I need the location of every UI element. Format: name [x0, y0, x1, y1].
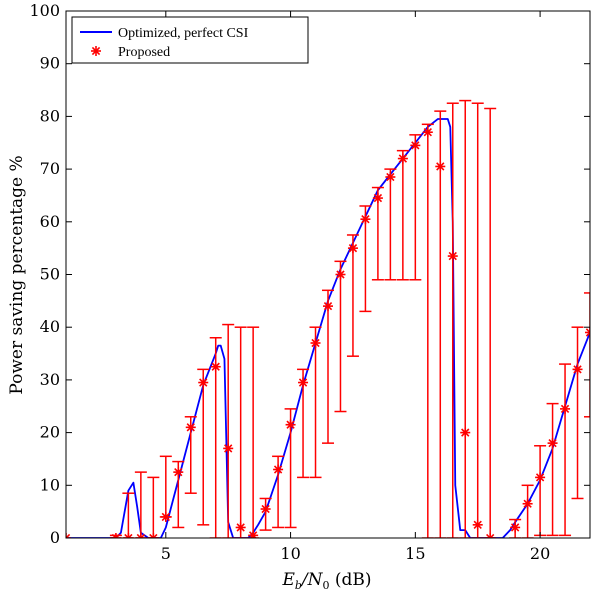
data-point-proposed [323, 301, 333, 312]
data-point-proposed [273, 464, 284, 475]
x-axis-label: Eb/N0 (dB) [281, 570, 371, 592]
x-tick-label: 10 [280, 544, 300, 563]
error-bar [484, 107, 497, 538]
data-point-proposed [185, 422, 196, 433]
data-point-proposed [560, 403, 571, 414]
error-bar [134, 471, 147, 538]
x-tick-label: 15 [405, 544, 425, 563]
y-tick-label: 80 [40, 106, 60, 125]
data-point-proposed [447, 251, 458, 262]
data-point-proposed [360, 214, 371, 225]
error-bar [521, 484, 534, 538]
legend-star-swatch [91, 46, 101, 56]
data-point-proposed [547, 438, 558, 449]
data-point-proposed [572, 364, 583, 375]
x-tick-label: 20 [530, 544, 550, 563]
error-bar [384, 168, 397, 281]
data-point-proposed [335, 269, 346, 280]
error-bar [396, 149, 409, 281]
error-bar [346, 234, 359, 357]
error-bar [197, 368, 210, 526]
error-bar [309, 326, 322, 479]
y-tick-label: 100 [29, 1, 60, 20]
data-point-proposed [235, 522, 246, 533]
data-point-proposed [460, 427, 471, 438]
error-bar [147, 476, 160, 538]
data-point-proposed [347, 243, 358, 254]
y-tick-label: 30 [40, 370, 60, 389]
error-bar [322, 289, 334, 444]
data-point-proposed [210, 361, 221, 372]
y-tick-label: 90 [40, 54, 60, 73]
y-tick-label: 40 [40, 317, 60, 336]
data-point-proposed [260, 504, 271, 515]
data-point-proposed [485, 533, 496, 538]
error-bar [334, 260, 347, 413]
error-bar [471, 102, 484, 538]
data-point-proposed [397, 153, 408, 164]
data-point-proposed [66, 533, 71, 538]
data-point-proposed [522, 498, 533, 509]
data-point-proposed [585, 327, 590, 338]
y-tick-label: 60 [40, 212, 60, 231]
plot-area [66, 99, 590, 538]
data-point-proposed [472, 519, 483, 530]
x-tick-label: 5 [161, 544, 171, 563]
error-bar [421, 123, 434, 538]
data-point-proposed [310, 338, 321, 349]
data-point-proposed [198, 377, 209, 388]
error-bar [584, 292, 590, 418]
error-bar [122, 492, 135, 538]
y-tick-label: 0 [50, 528, 60, 547]
axis-ticks: 5 10 15 20 0 10 20 30 40 50 60 70 80 90 100 [29, 1, 590, 563]
error-bar [409, 134, 422, 281]
legend: Optimized, perfect CSI Proposed [71, 16, 309, 64]
legend-box [71, 16, 309, 64]
data-point-proposed [223, 443, 234, 454]
data-point-proposed [422, 127, 433, 138]
data-point-proposed [435, 161, 446, 172]
data-point-proposed [148, 533, 159, 538]
error-bar [222, 323, 235, 538]
error-bar [434, 110, 447, 538]
data-point-proposed [385, 172, 396, 183]
error-bar [559, 363, 572, 537]
error-bar [446, 102, 459, 538]
data-point-proposed [160, 511, 171, 522]
data-point-proposed [135, 533, 146, 538]
y-axis-label: Power saving percentage % [7, 155, 27, 394]
data-point-proposed [372, 193, 383, 204]
error-bar [247, 326, 260, 538]
error-bar [546, 402, 559, 537]
y-tick-label: 10 [40, 475, 60, 494]
data-point-proposed [123, 533, 134, 538]
data-point-proposed [510, 522, 521, 533]
legend-star-icon [91, 46, 101, 56]
data-point-proposed [285, 419, 296, 430]
data-point-proposed [298, 377, 309, 388]
data-point-proposed [535, 472, 546, 483]
error-bar [234, 326, 247, 538]
data-point-proposed [410, 140, 421, 151]
legend-label-proposed: Proposed [118, 45, 170, 60]
legend-label-optimized: Optimized, perfect CSI [118, 26, 249, 41]
y-tick-label: 70 [40, 159, 60, 178]
data-point-proposed [173, 467, 184, 478]
error-bar [571, 326, 584, 500]
y-tick-label: 50 [40, 265, 60, 284]
data-point-proposed [110, 533, 121, 538]
y-tick-label: 20 [40, 423, 60, 442]
error-bar [259, 497, 272, 531]
error-bar [459, 99, 472, 538]
